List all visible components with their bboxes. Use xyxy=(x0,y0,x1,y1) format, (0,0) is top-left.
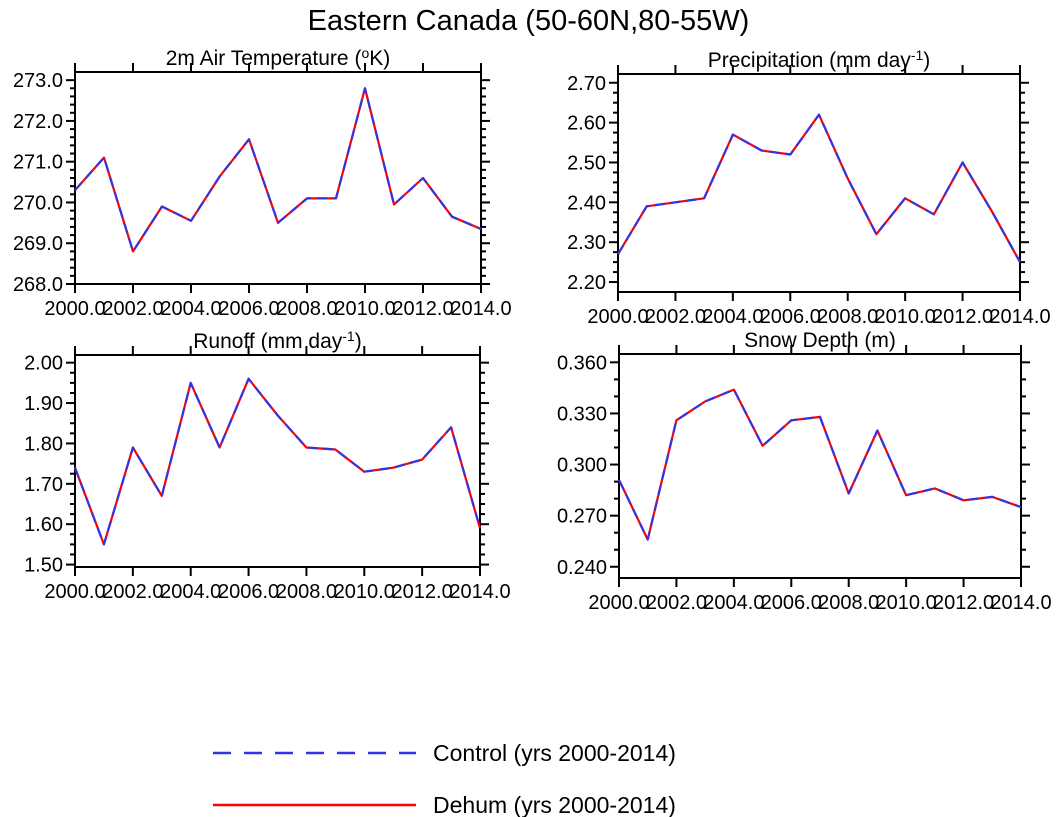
y-tick-label: 0.360 xyxy=(557,352,607,374)
y-tick-label: 2.60 xyxy=(567,113,606,135)
y-tick-label: 1.70 xyxy=(24,474,63,496)
x-tick-label: 2002.0 xyxy=(645,306,706,328)
legend-item-control: Control (yrs 2000-2014) xyxy=(212,738,676,768)
plot-frame xyxy=(74,71,482,285)
x-tick-label: 2008.0 xyxy=(817,306,878,328)
y-tick-label: 2.30 xyxy=(567,232,606,254)
panel-title-runoff-sup: -1 xyxy=(342,328,355,344)
series-line-dehum xyxy=(74,87,482,253)
x-tick-label: 2012.0 xyxy=(392,298,453,320)
y-tick-label: 1.50 xyxy=(24,555,63,577)
legend-label-dehum: Dehum (yrs 2000-2014) xyxy=(433,791,676,817)
y-tick-label: 1.80 xyxy=(24,433,63,455)
y-tick-label: 2.50 xyxy=(567,152,606,174)
panel-title-precipitation: Precipitation (mm day-1) xyxy=(618,47,1020,73)
panel-title-precipitation-pre: Precipitation (mm day xyxy=(707,49,911,72)
panel-title-runoff-post: ) xyxy=(354,330,362,353)
x-tick-label: 2010.0 xyxy=(334,581,395,603)
control-dashed-line-swatch xyxy=(213,751,416,755)
series-line-dehum xyxy=(73,377,482,546)
series-line-control xyxy=(74,87,482,253)
x-tick-label: 2002.0 xyxy=(102,581,163,603)
x-tick-label: 2006.0 xyxy=(760,306,821,328)
x-tick-label: 2012.0 xyxy=(392,581,453,603)
x-tick-label: 2014.0 xyxy=(449,581,510,603)
y-tick-label: 2.00 xyxy=(24,353,63,375)
x-tick-label: 2000.0 xyxy=(44,581,105,603)
y-tick-label: 273.0 xyxy=(13,70,63,92)
panel-title-snow-pre: Snow Depth (m) xyxy=(744,329,896,352)
plot-frame xyxy=(74,354,481,568)
x-tick-label: 2006.0 xyxy=(218,298,279,320)
x-tick-label: 2010.0 xyxy=(876,592,937,614)
y-tick-label: 270.0 xyxy=(13,192,63,214)
panel-temperature: 2000.02002.02004.02006.02008.02010.02012… xyxy=(13,63,512,320)
y-tick-label: 269.0 xyxy=(13,233,63,255)
dehum-solid-line-swatch xyxy=(213,803,416,807)
y-tick-label: 0.240 xyxy=(557,557,607,579)
x-tick-label: 2002.0 xyxy=(646,592,707,614)
panel-precipitation: 2000.02002.02004.02006.02008.02010.02012… xyxy=(567,65,1051,328)
x-tick-label: 2004.0 xyxy=(160,298,221,320)
x-tick-label: 2012.0 xyxy=(932,306,993,328)
y-tick-label: 272.0 xyxy=(13,111,63,133)
series-line-control xyxy=(618,388,1022,541)
panel-title-runoff-pre: Runoff (mm day xyxy=(193,330,343,353)
panel-title-runoff: Runoff (mm day-1) xyxy=(75,328,480,354)
panel-title-precipitation-sup: -1 xyxy=(910,47,924,63)
panel-snow: 2000.02002.02004.02006.02008.02010.02012… xyxy=(557,345,1052,614)
x-tick-label: 2004.0 xyxy=(703,592,764,614)
y-tick-label: 2.70 xyxy=(567,73,606,95)
panel-title-temperature-sup: o xyxy=(361,45,370,61)
legend-item-dehum: Dehum (yrs 2000-2014) xyxy=(212,790,676,817)
y-tick-label: 1.90 xyxy=(24,393,63,415)
series-line-control xyxy=(73,377,482,546)
y-tick-label: 2.40 xyxy=(567,192,606,214)
x-tick-label: 2002.0 xyxy=(102,298,163,320)
x-tick-label: 2004.0 xyxy=(702,306,763,328)
panel-title-snow: Snow Depth (m) xyxy=(619,327,1021,353)
x-tick-label: 2000.0 xyxy=(44,298,105,320)
panel-title-temperature-post: K) xyxy=(369,47,391,70)
x-tick-label: 2012.0 xyxy=(933,592,994,614)
panel-title-temperature-pre: 2m Air Temperature ( xyxy=(165,47,362,70)
figure-title: Eastern Canada (50-60N,80-55W) xyxy=(307,5,750,37)
x-tick-label: 2014.0 xyxy=(990,592,1051,614)
x-tick-label: 2008.0 xyxy=(276,581,337,603)
x-tick-label: 2010.0 xyxy=(334,298,395,320)
x-tick-label: 2006.0 xyxy=(218,581,279,603)
x-tick-label: 2008.0 xyxy=(276,298,337,320)
plot-frame xyxy=(618,353,1022,579)
panel-title-temperature: 2m Air Temperature (oK) xyxy=(75,45,481,71)
legend-label-control: Control (yrs 2000-2014) xyxy=(433,739,676,766)
panel-title-precipitation-post: ) xyxy=(923,49,931,72)
x-tick-label: 2014.0 xyxy=(450,298,511,320)
x-tick-label: 2004.0 xyxy=(160,581,221,603)
y-tick-label: 0.300 xyxy=(557,455,607,477)
y-tick-label: 271.0 xyxy=(13,152,63,174)
series-line-dehum xyxy=(617,113,1021,263)
series-line-dehum xyxy=(618,388,1022,541)
y-tick-label: 0.330 xyxy=(557,403,607,425)
y-tick-label: 2.20 xyxy=(567,272,606,294)
series-line-control xyxy=(617,113,1021,263)
x-tick-label: 2008.0 xyxy=(818,592,879,614)
y-tick-label: 1.60 xyxy=(24,514,63,536)
x-tick-label: 2014.0 xyxy=(989,306,1050,328)
x-tick-label: 2000.0 xyxy=(587,306,648,328)
y-tick-label: 0.270 xyxy=(557,506,607,528)
plot-frame xyxy=(617,73,1021,293)
panel-runoff: 2000.02002.02004.02006.02008.02010.02012… xyxy=(24,346,511,603)
x-tick-label: 2000.0 xyxy=(588,592,649,614)
y-tick-label: 268.0 xyxy=(13,274,63,296)
x-tick-label: 2006.0 xyxy=(761,592,822,614)
x-tick-label: 2010.0 xyxy=(875,306,936,328)
